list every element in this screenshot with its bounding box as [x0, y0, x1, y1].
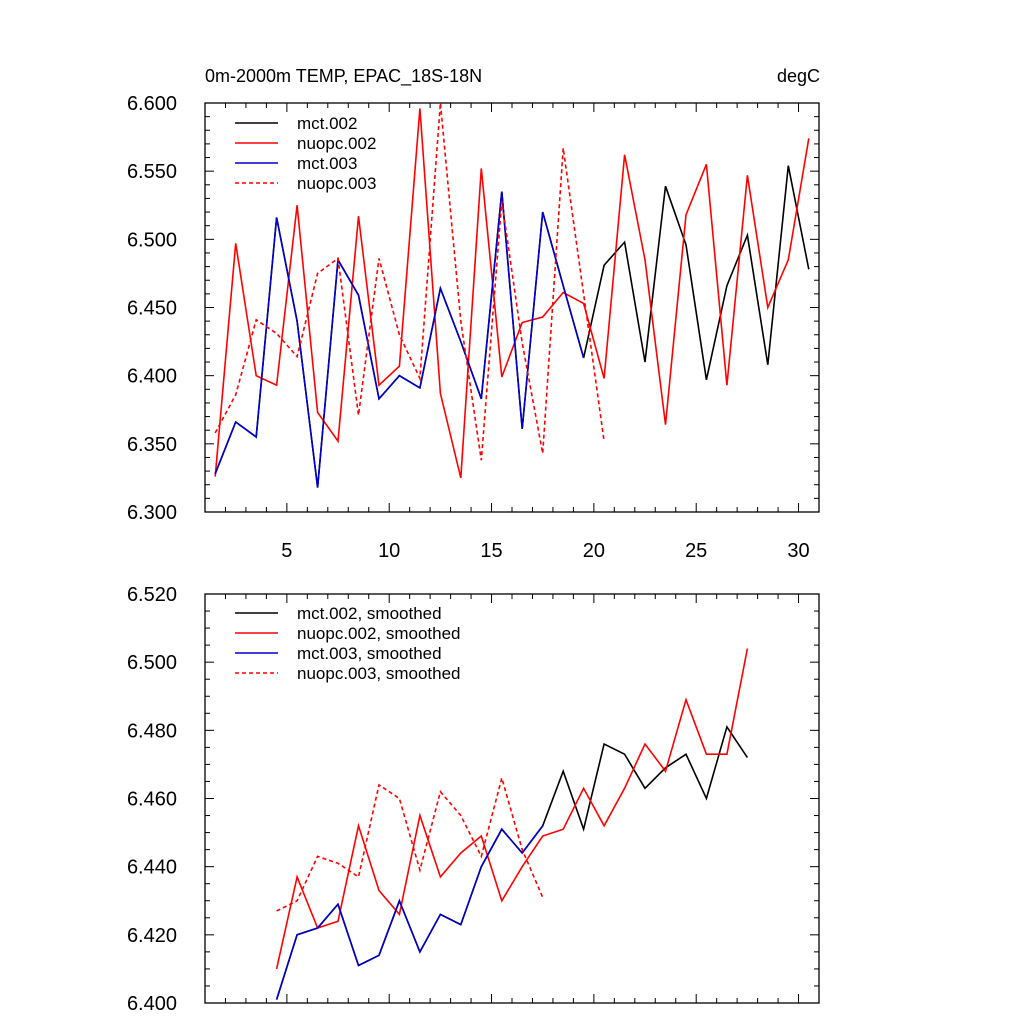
top-panel: 0m-2000m TEMP, EPAC_18S-18N degC 6.3006.…	[127, 66, 820, 562]
x-tick-label: 5	[281, 540, 292, 562]
y-tick-label: 6.550	[127, 161, 177, 183]
y-tick-label: 6.450	[127, 298, 177, 320]
series-line-nuopc-003	[214, 102, 605, 461]
series-line-mct-002	[214, 165, 810, 488]
series-line-mct-003	[214, 191, 585, 488]
legend-label: nuopc.002, smoothed	[297, 624, 461, 643]
chart-title: 0m-2000m TEMP, EPAC_18S-18N	[205, 66, 482, 87]
bottom-plot-frame	[204, 593, 820, 1004]
bottom-panel-series	[275, 648, 749, 1000]
y-tick-label: 6.400	[127, 993, 177, 1015]
y-tick-label: 6.500	[127, 229, 177, 251]
y-tick-label: 6.300	[127, 502, 177, 524]
chart-units: degC	[777, 66, 820, 86]
x-tick-label: 20	[583, 540, 605, 562]
top-panel-series	[214, 102, 810, 488]
y-tick-label: 6.520	[127, 584, 177, 606]
legend-label: mct.002, smoothed	[297, 604, 442, 623]
top-panel-ticks: 6.300 6.350 6.400 6.450 6.500 6.550 6.600 5 10 15…	[127, 93, 820, 562]
series-line-nuopc-002	[214, 108, 810, 479]
y-tick-label: 6.480	[127, 720, 177, 742]
x-tick-label: 15	[480, 540, 502, 562]
legend-label: mct.003, smoothed	[297, 644, 442, 663]
series-line-nuopc-002-smoothed	[275, 648, 749, 970]
bottom-panel-ticks: 6.400 6.420 6.440 6.460 6.480 6.500 6.520	[127, 584, 820, 1015]
y-tick-label: 6.350	[127, 434, 177, 456]
y-tick-label: 6.600	[127, 93, 177, 115]
legend-label: nuopc.002	[297, 134, 376, 153]
x-tick-label: 30	[787, 540, 809, 562]
x-tick-label: 10	[378, 540, 400, 562]
y-tick-label: 6.400	[127, 366, 177, 388]
legend-label: mct.002	[297, 114, 357, 133]
series-line-mct-002-smoothed	[275, 725, 749, 1000]
legend-label: nuopc.003, smoothed	[297, 664, 461, 683]
y-tick-label: 6.440	[127, 857, 177, 879]
series-line-nuopc-003-smoothed	[276, 774, 544, 912]
series-line-mct-003-smoothed	[275, 825, 544, 1000]
y-tick-label: 6.460	[127, 789, 177, 811]
top-plot-frame	[204, 102, 820, 513]
legend-label: mct.003	[297, 154, 357, 173]
y-tick-label: 6.420	[127, 925, 177, 947]
bottom-panel: 6.400 6.420 6.440 6.460 6.480 6.500 6.520 mct.…	[127, 584, 820, 1015]
y-tick-label: 6.500	[127, 652, 177, 674]
x-tick-label: 25	[685, 540, 707, 562]
legend-label: nuopc.003	[297, 174, 376, 193]
